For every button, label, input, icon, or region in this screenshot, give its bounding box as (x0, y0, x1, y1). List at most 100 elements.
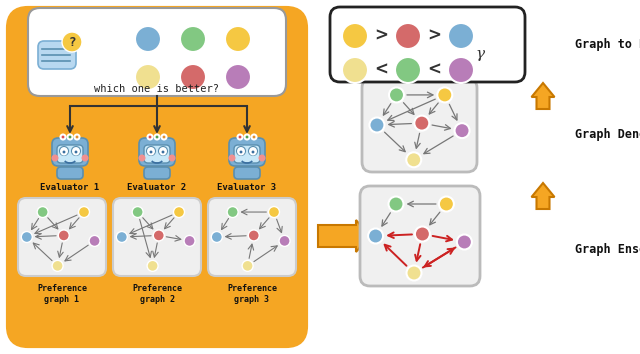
FancyBboxPatch shape (234, 145, 260, 163)
Circle shape (148, 149, 154, 154)
FancyArrow shape (531, 83, 554, 109)
Circle shape (135, 64, 161, 90)
Text: Graph to Ranking: Graph to Ranking (575, 38, 640, 51)
Circle shape (388, 196, 403, 211)
FancyBboxPatch shape (38, 41, 76, 69)
Circle shape (81, 154, 88, 161)
Circle shape (67, 135, 72, 139)
Circle shape (154, 135, 159, 139)
Text: ?: ? (68, 35, 76, 48)
FancyBboxPatch shape (57, 167, 83, 179)
Circle shape (135, 26, 161, 52)
Text: Preference
graph 1: Preference graph 1 (37, 284, 87, 304)
Circle shape (21, 232, 32, 242)
Circle shape (60, 147, 68, 155)
Circle shape (161, 149, 166, 154)
Circle shape (250, 149, 255, 154)
Circle shape (61, 149, 67, 154)
Circle shape (74, 135, 79, 139)
Circle shape (448, 57, 474, 83)
Circle shape (51, 154, 58, 161)
Circle shape (132, 206, 143, 218)
Text: Graph Denoising: Graph Denoising (575, 127, 640, 141)
Circle shape (439, 196, 454, 211)
Text: Preference
graph 3: Preference graph 3 (227, 284, 277, 304)
Circle shape (242, 260, 253, 272)
Circle shape (269, 206, 280, 218)
Circle shape (147, 135, 152, 139)
Circle shape (52, 260, 63, 272)
Circle shape (227, 206, 238, 218)
FancyBboxPatch shape (18, 198, 106, 276)
Circle shape (369, 118, 385, 132)
Circle shape (180, 26, 206, 52)
Circle shape (395, 57, 421, 83)
Circle shape (368, 228, 383, 244)
Circle shape (225, 64, 251, 90)
Circle shape (58, 230, 69, 241)
Text: Evaluator 1: Evaluator 1 (40, 183, 100, 192)
Circle shape (180, 64, 206, 90)
Circle shape (184, 235, 195, 246)
FancyBboxPatch shape (144, 145, 170, 163)
Circle shape (415, 227, 430, 241)
Text: >: > (427, 27, 441, 45)
FancyBboxPatch shape (229, 138, 265, 166)
Text: which one is better?: which one is better? (95, 84, 220, 94)
Circle shape (62, 32, 82, 52)
FancyBboxPatch shape (113, 198, 201, 276)
FancyBboxPatch shape (144, 167, 170, 179)
FancyBboxPatch shape (52, 138, 88, 166)
Circle shape (225, 26, 251, 52)
FancyArrow shape (318, 220, 370, 252)
FancyBboxPatch shape (8, 8, 306, 346)
Text: >: > (374, 27, 388, 45)
FancyBboxPatch shape (28, 8, 286, 96)
Circle shape (342, 23, 368, 49)
Circle shape (37, 206, 48, 218)
FancyBboxPatch shape (360, 186, 480, 286)
Circle shape (454, 123, 470, 138)
Text: Evaluator 3: Evaluator 3 (218, 183, 276, 192)
Circle shape (147, 147, 156, 155)
Circle shape (61, 135, 65, 139)
FancyArrow shape (531, 183, 554, 209)
Circle shape (244, 135, 250, 139)
Circle shape (237, 147, 246, 155)
FancyBboxPatch shape (362, 78, 477, 172)
Text: γ: γ (476, 47, 484, 61)
Text: <: < (427, 61, 441, 79)
FancyBboxPatch shape (234, 167, 260, 179)
Circle shape (211, 232, 222, 242)
Circle shape (252, 135, 257, 139)
Text: Evaluator 2: Evaluator 2 (127, 183, 187, 192)
Circle shape (279, 235, 290, 246)
Circle shape (248, 147, 257, 155)
Text: <: < (374, 61, 388, 79)
Circle shape (147, 260, 158, 272)
Circle shape (414, 116, 429, 131)
Circle shape (228, 154, 236, 161)
Circle shape (138, 154, 145, 161)
Text: Preference
graph 2: Preference graph 2 (132, 284, 182, 304)
Circle shape (406, 152, 421, 167)
Circle shape (457, 234, 472, 250)
FancyBboxPatch shape (139, 138, 175, 166)
Circle shape (89, 235, 100, 246)
Circle shape (342, 57, 368, 83)
Circle shape (159, 147, 168, 155)
Circle shape (248, 230, 259, 241)
Circle shape (168, 154, 175, 161)
Text: Graph Ensemble: Graph Ensemble (575, 242, 640, 256)
FancyBboxPatch shape (330, 7, 525, 82)
FancyBboxPatch shape (57, 145, 83, 163)
Circle shape (239, 149, 243, 154)
FancyBboxPatch shape (208, 198, 296, 276)
Circle shape (259, 154, 266, 161)
Circle shape (437, 87, 452, 102)
Circle shape (74, 149, 79, 154)
Circle shape (116, 232, 127, 242)
Circle shape (395, 23, 421, 49)
Circle shape (173, 206, 184, 218)
Circle shape (406, 266, 422, 280)
